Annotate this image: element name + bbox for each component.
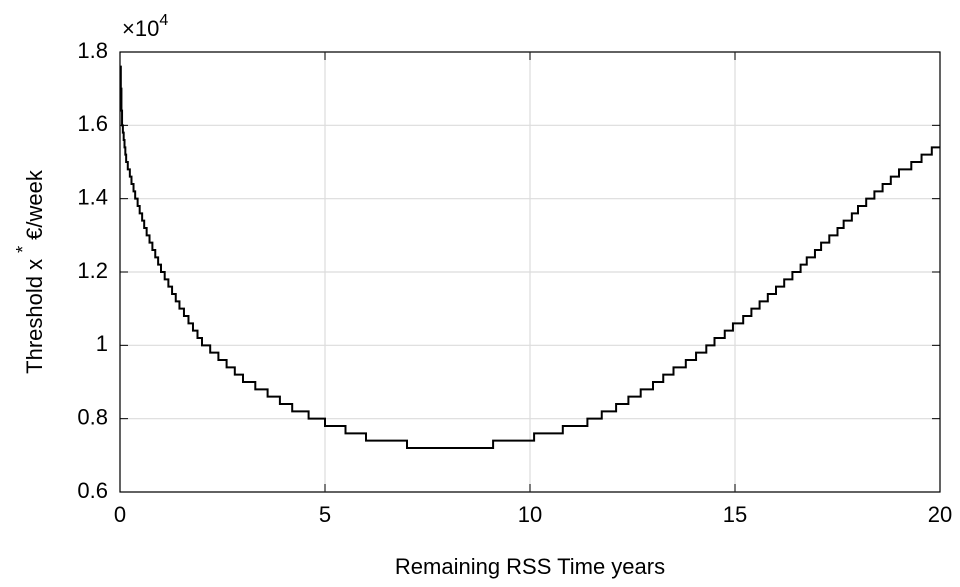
x-axis-label: Remaining RSS Time years bbox=[395, 554, 665, 579]
x-tick-label: 5 bbox=[319, 502, 331, 527]
y-tick-label: 1.8 bbox=[77, 38, 108, 63]
plot-frame bbox=[119, 51, 941, 493]
y-tick-label: 0.6 bbox=[77, 478, 108, 503]
x-tick-label: 15 bbox=[723, 502, 747, 527]
multiplier-base: ×10 bbox=[122, 16, 159, 41]
threshold-line bbox=[119, 65, 940, 449]
y-tick-label: 1 bbox=[96, 331, 108, 356]
y-label-sup: * bbox=[13, 246, 33, 253]
y-multiplier: ×104 bbox=[122, 12, 168, 41]
x-tick-label: 20 bbox=[928, 502, 952, 527]
y-tick-label: 1.4 bbox=[77, 184, 108, 209]
x-tick-label: 0 bbox=[114, 502, 126, 527]
y-label-unit: €/week bbox=[22, 169, 47, 240]
y-tick-label: 1.2 bbox=[77, 258, 108, 283]
y-tick-label: 1.6 bbox=[77, 111, 108, 136]
y-tick-label: 0.8 bbox=[77, 404, 108, 429]
y-label-text: Threshold x bbox=[22, 259, 47, 374]
multiplier-exponent: 4 bbox=[159, 12, 168, 29]
x-tick-label: 10 bbox=[518, 502, 542, 527]
y-axis-label: Threshold x * €/week bbox=[13, 169, 47, 374]
